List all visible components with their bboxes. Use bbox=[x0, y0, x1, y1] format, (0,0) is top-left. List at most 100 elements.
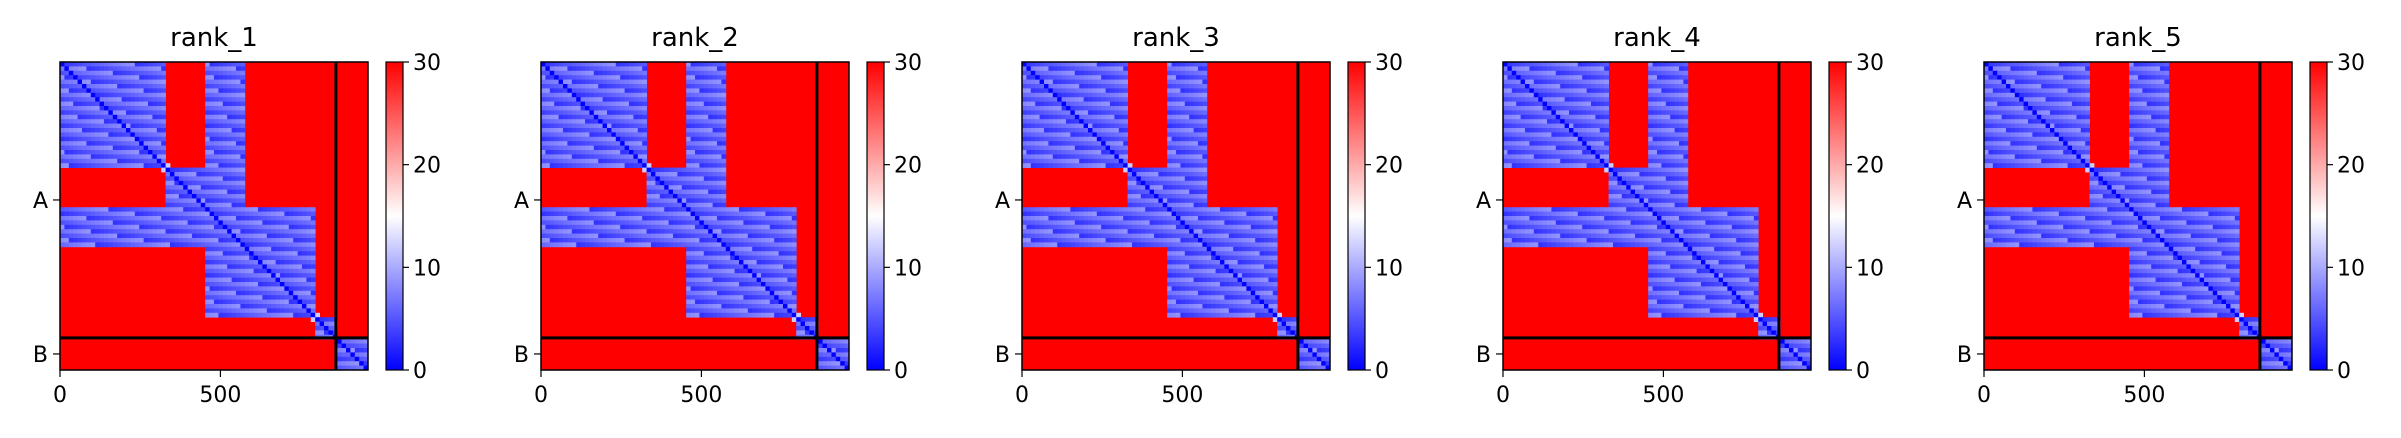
heatmap-cell bbox=[607, 75, 612, 80]
heatmap-cell bbox=[787, 238, 793, 243]
heatmap-cell bbox=[1101, 110, 1106, 116]
heatmap-cell bbox=[73, 128, 78, 133]
heatmap-cell bbox=[60, 114, 65, 120]
heatmap-cell bbox=[302, 295, 307, 300]
heatmap-cell bbox=[214, 264, 219, 270]
heatmap-cell bbox=[712, 246, 718, 252]
heatmap-cell bbox=[1070, 154, 1076, 160]
heatmap-cell bbox=[73, 150, 78, 155]
heatmap-cell bbox=[576, 229, 581, 234]
heatmap-cell bbox=[156, 136, 162, 142]
heatmap-cell bbox=[642, 163, 647, 168]
heatmap-cell bbox=[112, 211, 118, 217]
heatmap-cell bbox=[761, 242, 766, 248]
y-tick-label: B bbox=[514, 343, 529, 368]
heatmap-cell bbox=[695, 198, 700, 204]
heatmap-cell bbox=[214, 106, 219, 111]
heatmap-cell bbox=[558, 220, 564, 226]
heatmap-cell bbox=[350, 365, 356, 371]
heatmap-cell bbox=[236, 128, 241, 133]
heatmap-cell bbox=[695, 106, 700, 111]
heatmap-cell bbox=[651, 189, 656, 195]
heatmap-cell bbox=[756, 286, 762, 292]
heatmap-cell bbox=[134, 145, 140, 151]
heatmap-cell bbox=[302, 233, 307, 239]
heatmap-cell bbox=[1132, 180, 1137, 186]
heatmap-cell bbox=[765, 295, 771, 300]
heatmap-cell bbox=[218, 158, 224, 164]
heatmap-cell bbox=[1220, 207, 1225, 212]
heatmap-cell bbox=[306, 268, 312, 274]
heatmap-cell bbox=[134, 123, 140, 129]
heatmap-cell bbox=[108, 92, 114, 98]
heatmap-cell bbox=[1074, 207, 1080, 212]
heatmap-cell bbox=[567, 220, 573, 226]
heatmap-cell bbox=[589, 136, 595, 142]
heatmap-cell bbox=[598, 110, 603, 116]
heatmap-cell bbox=[315, 330, 320, 336]
heatmap-cell bbox=[1035, 88, 1040, 94]
heatmap-cell bbox=[580, 88, 586, 94]
heatmap-cell bbox=[681, 176, 687, 182]
heatmap-cell bbox=[209, 119, 215, 124]
heatmap-cell bbox=[262, 242, 268, 248]
heatmap-cell bbox=[721, 97, 727, 102]
heatmap-cell bbox=[236, 198, 241, 204]
heatmap-cell bbox=[602, 128, 608, 133]
heatmap-cell bbox=[275, 299, 281, 305]
heatmap-cell bbox=[611, 158, 617, 164]
heatmap-cell bbox=[1167, 88, 1172, 94]
heatmap-cell bbox=[695, 211, 700, 217]
heatmap-cell bbox=[703, 242, 709, 248]
heatmap-cell bbox=[809, 330, 815, 336]
heatmap-cell bbox=[165, 167, 171, 173]
heatmap-cell bbox=[152, 79, 158, 85]
heatmap-cell bbox=[1180, 207, 1186, 212]
heatmap-cell bbox=[77, 233, 83, 239]
heatmap-cell bbox=[1088, 141, 1093, 146]
heatmap-cell bbox=[156, 145, 162, 151]
heatmap-cell bbox=[1039, 154, 1045, 160]
heatmap-cell bbox=[258, 312, 263, 318]
heatmap-cell bbox=[1088, 145, 1093, 151]
heatmap-cell bbox=[156, 119, 162, 124]
heatmap-cell bbox=[580, 211, 586, 217]
heatmap-cell bbox=[209, 141, 215, 146]
heatmap-cell bbox=[1083, 145, 1089, 151]
heatmap-cell bbox=[104, 216, 109, 221]
heatmap-cell bbox=[209, 106, 215, 111]
heatmap-cell bbox=[236, 216, 241, 221]
heatmap-cell bbox=[1202, 132, 1208, 138]
heatmap-cell bbox=[121, 229, 127, 234]
heatmap-cell bbox=[585, 88, 590, 94]
heatmap-cell bbox=[337, 348, 342, 353]
heatmap-cell bbox=[1158, 180, 1164, 186]
heatmap-cell bbox=[214, 238, 219, 243]
heatmap-cell bbox=[800, 321, 806, 327]
heatmap-cell bbox=[787, 255, 793, 261]
heatmap-cell bbox=[809, 321, 815, 327]
heatmap-cell bbox=[787, 308, 793, 314]
heatmap-cell bbox=[703, 128, 709, 133]
heatmap-cell bbox=[297, 304, 303, 309]
heatmap-cell bbox=[589, 145, 595, 151]
heatmap-cell bbox=[739, 224, 744, 230]
heatmap-cell bbox=[258, 282, 263, 287]
heatmap-cell bbox=[787, 282, 793, 287]
heatmap-cell bbox=[668, 224, 674, 230]
heatmap-cell bbox=[743, 233, 749, 239]
heatmap-cell bbox=[178, 189, 184, 195]
heatmap-cell bbox=[1070, 211, 1076, 217]
heatmap-cell bbox=[668, 238, 674, 243]
heatmap-cell bbox=[231, 132, 237, 138]
heatmap-cell bbox=[1189, 84, 1194, 89]
heatmap-cell bbox=[284, 277, 290, 283]
heatmap-cell bbox=[752, 286, 757, 292]
heatmap-cell bbox=[646, 216, 652, 221]
heatmap-cell bbox=[112, 220, 118, 226]
heatmap-cell bbox=[271, 229, 276, 234]
heatmap-cell bbox=[1052, 128, 1058, 133]
heatmap-cell bbox=[1057, 154, 1062, 160]
heatmap-cell bbox=[218, 180, 224, 186]
heatmap-cell bbox=[284, 290, 290, 296]
